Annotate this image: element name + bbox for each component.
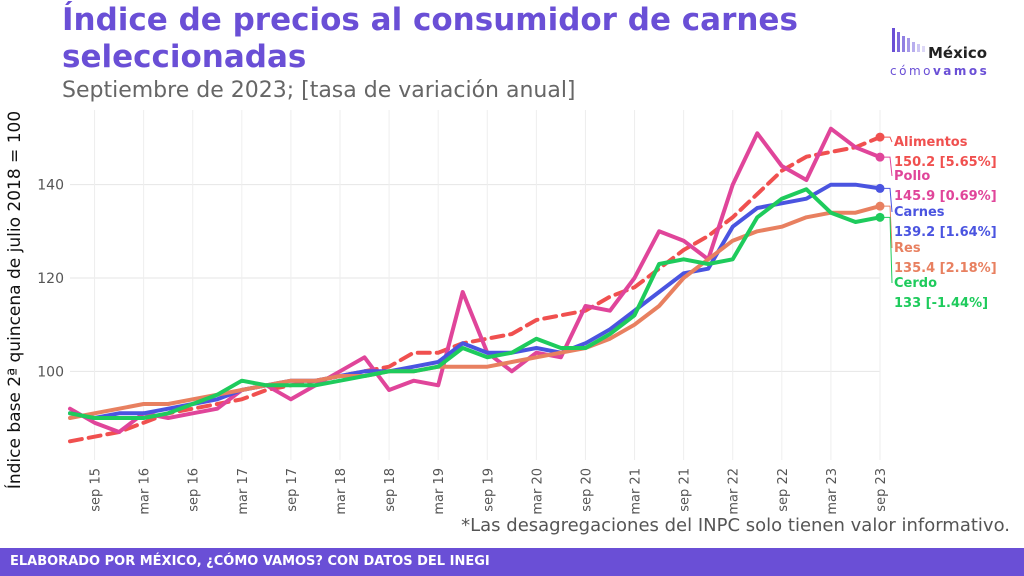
connector-res <box>880 205 893 249</box>
x-tick-label: sep 16 <box>187 468 202 512</box>
connector-alimentos <box>880 136 893 143</box>
x-tick-label: mar 20 <box>530 468 545 515</box>
x-tick-label: sep 19 <box>481 468 496 512</box>
series-value-label: 135.4 [2.18%] <box>894 261 997 276</box>
connector-pollo <box>880 156 893 177</box>
series-value-label: 139.2 [1.64%] <box>894 225 997 240</box>
x-tick-label: sep 18 <box>383 468 398 512</box>
logo-tagline-bold: vamos <box>932 64 990 78</box>
series-name-label: Cerdo <box>894 276 937 291</box>
series-name-label: Pollo <box>894 169 930 184</box>
x-tick-label: mar 23 <box>825 468 840 515</box>
series-line-pollo <box>68 126 882 434</box>
y-tick-label: 100 <box>37 364 64 380</box>
series-name-label: Alimentos <box>894 135 968 150</box>
footnote: *Las desagregaciones del INPC solo tiene… <box>461 515 1010 536</box>
series-line-res <box>68 204 882 420</box>
x-tick-label: sep 17 <box>285 468 300 512</box>
series-line-cerdo <box>68 187 882 420</box>
series-name-label: Carnes <box>894 205 945 220</box>
series-value-label: 133 [-1.44%] <box>894 296 988 311</box>
connector-carnes <box>880 187 893 213</box>
series-line-alimentos <box>68 135 882 444</box>
chart-title: Índice de precios al consumidor de carne… <box>62 2 798 75</box>
x-tick-label: sep 23 <box>874 468 889 512</box>
chart-subtitle: Septiembre de 2023; [tasa de variación a… <box>62 78 576 103</box>
series-line-carnes <box>68 182 882 420</box>
bars-logo-icon <box>892 28 925 52</box>
x-tick-label: mar 22 <box>727 468 742 515</box>
x-tick-label: mar 18 <box>334 468 349 515</box>
x-tick-label: sep 22 <box>776 468 791 512</box>
logo-wordmark: México <box>928 44 988 62</box>
y-tick-label: 140 <box>37 178 64 194</box>
series-value-label: 145.9 [0.69%] <box>894 189 997 204</box>
series-name-label: Res <box>894 241 921 256</box>
connector-cerdo <box>880 216 893 284</box>
x-tick-label: mar 19 <box>432 468 447 515</box>
footer-credit: ELABORADO POR MÉXICO, ¿CÓMO VAMOS? CON D… <box>0 548 1024 576</box>
x-tick-label: sep 20 <box>579 468 594 512</box>
x-tick-label: sep 21 <box>678 468 693 512</box>
logo-tagline: cómovamos <box>890 64 989 78</box>
y-axis-label: Índice base 2ª quincena de julio 2018 = … <box>3 111 25 489</box>
x-tick-label: mar 16 <box>138 468 153 515</box>
x-tick-label: mar 17 <box>236 468 251 515</box>
line-chart: 100 120 140 sep 15 mar 16 sep 16 mar 17 sep 17 m… <box>3 110 997 515</box>
series-value-label: 150.2 [5.65%] <box>894 155 997 170</box>
mexico-como-vamos-logo: México cómovamos <box>890 22 1005 84</box>
x-tick-label: sep 15 <box>89 468 104 512</box>
x-tick-label: mar 21 <box>629 468 644 515</box>
y-tick-label: 120 <box>37 271 64 287</box>
logo-tagline-prefix: cómo <box>890 64 933 78</box>
